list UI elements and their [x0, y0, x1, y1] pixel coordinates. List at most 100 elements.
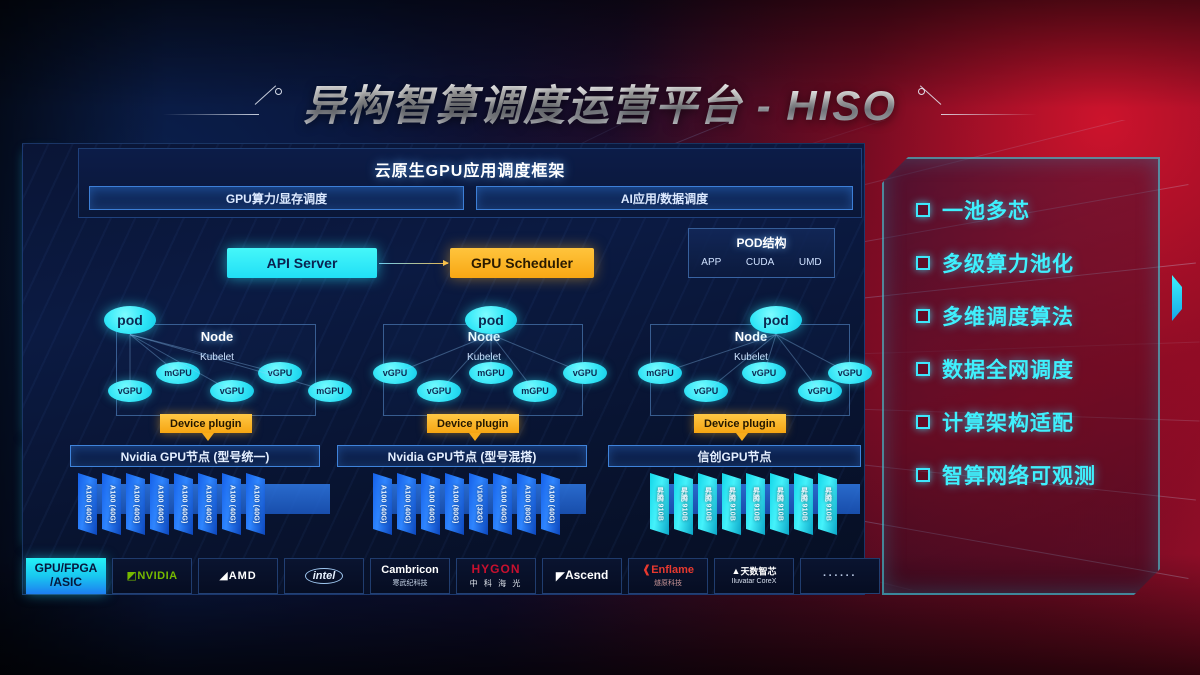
device-plugin-box[interactable]: Device plugin: [427, 414, 519, 433]
checkbox-square-icon[interactable]: [916, 362, 930, 376]
gpu-card[interactable]: A100 (40G): [397, 473, 416, 535]
vendor-logo-nvidia[interactable]: ◩ NVIDIA: [112, 558, 192, 594]
gpu-card[interactable]: A100 (40G): [78, 473, 97, 535]
gpu-card-label: 昇腾 910B: [728, 486, 736, 522]
gpu-card[interactable]: A100 (40G): [541, 473, 560, 535]
device-plugin-box[interactable]: Device plugin: [160, 414, 252, 433]
gpu-card-label: A100 (40G): [108, 484, 116, 524]
feature-item[interactable]: 多级算力池化: [916, 248, 1146, 278]
gpu-card-strip: A100 (40G) A100 (40G) A100 (40G) A100 (40G)…: [78, 473, 270, 535]
checkbox-square-icon[interactable]: [916, 415, 930, 429]
gpu-scheduler-box[interactable]: GPU Scheduler: [450, 248, 594, 278]
gpu-card[interactable]: 昇腾 910B: [650, 473, 669, 535]
mgpu-node[interactable]: mGPU: [156, 362, 200, 384]
mgpu-node[interactable]: mGPU: [638, 362, 682, 384]
pod-node[interactable]: pod: [750, 306, 802, 334]
vendor-logo--[interactable]: ······: [800, 558, 880, 594]
vgpu-node[interactable]: vGPU: [210, 380, 254, 402]
kubelet-label: Kubelet: [98, 352, 336, 363]
gpu-card[interactable]: A100 (40G): [126, 473, 145, 535]
vgpu-node[interactable]: vGPU: [563, 362, 607, 384]
checkbox-square-icon[interactable]: [916, 256, 930, 270]
mgpu-node[interactable]: mGPU: [308, 380, 352, 402]
gpu-card[interactable]: 昇腾 910B: [698, 473, 717, 535]
gpu-card[interactable]: A100 (40G): [102, 473, 121, 535]
gpu-card[interactable]: 昇腾 910B: [794, 473, 813, 535]
vendor-logo-cambricon[interactable]: Cambricon 寒武纪科技: [370, 558, 450, 594]
gpu-card[interactable]: 昇腾 910B: [770, 473, 789, 535]
vendor-subtitle: 中 科 海 光: [469, 578, 523, 588]
vendor-name: Ascend: [564, 568, 609, 583]
pod-structure-items: APP CUDA UMD: [689, 257, 834, 268]
vendor-mark-icon: ◩: [126, 569, 138, 582]
gpu-card[interactable]: 昇腾 910B: [722, 473, 741, 535]
vendor-logo-enflame[interactable]: ❰ Enflame 燧原科技: [628, 558, 708, 594]
pod-structure-item-umd: UMD: [798, 257, 822, 268]
node-label: Node: [734, 329, 768, 344]
framework-bar-ai[interactable]: AI应用/数据调度: [476, 186, 853, 210]
vendor-logo-ascend[interactable]: ◤ Ascend: [542, 558, 622, 594]
vgpu-node[interactable]: vGPU: [373, 362, 417, 384]
feature-item[interactable]: 智算网络可观测: [916, 460, 1146, 490]
gpu-card[interactable]: A100 (40G): [493, 473, 512, 535]
gpu-node-header[interactable]: Nvidia GPU节点 (型号混搭): [337, 445, 587, 467]
gpu-card[interactable]: 昇腾 910B: [818, 473, 837, 535]
gpu-node-header[interactable]: 信创GPU节点: [608, 445, 861, 467]
vendor-logo--[interactable]: ▲ 天数智芯 Iluvatar CoreX: [714, 558, 794, 594]
gpu-card[interactable]: A100 (40G): [174, 473, 193, 535]
gpu-card[interactable]: 昇腾 910B: [746, 473, 765, 535]
gpu-card[interactable]: A100 (40G): [373, 473, 392, 535]
feature-item[interactable]: 计算架构适配: [916, 407, 1146, 437]
gpu-card[interactable]: A100 (40G): [222, 473, 241, 535]
gpu-card-label: A100 (40G): [427, 484, 435, 524]
checkbox-square-icon[interactable]: [916, 309, 930, 323]
vendor-logo-hygon[interactable]: HYGON 中 科 海 光: [456, 558, 536, 594]
gpu-card[interactable]: A100 (40G): [246, 473, 265, 535]
feature-item[interactable]: 一池多芯: [916, 195, 1146, 225]
vendor-logo-intel[interactable]: intel: [284, 558, 364, 594]
vendor-name: 天数智芯: [740, 566, 777, 577]
gpu-card[interactable]: V100 (32G): [469, 473, 488, 535]
vendor-name: ······: [823, 569, 857, 582]
device-plugin-box[interactable]: Device plugin: [694, 414, 786, 433]
vgpu-node[interactable]: vGPU: [742, 362, 786, 384]
feature-label: 多级算力池化: [942, 253, 1074, 276]
gpu-card-label: A100 (40G): [204, 484, 212, 524]
vendor-logo-amd[interactable]: ◢ AMD: [198, 558, 278, 594]
gpu-node-header[interactable]: Nvidia GPU节点 (型号统一): [70, 445, 320, 467]
device-plugin-arrow: [469, 433, 481, 441]
node-connector: [490, 334, 492, 374]
gpu-card[interactable]: A100 (40G): [421, 473, 440, 535]
mgpu-node[interactable]: mGPU: [513, 380, 557, 402]
gpu-card[interactable]: 昇腾 910B: [674, 473, 693, 535]
gpu-card-label: A100 (40G): [403, 484, 411, 524]
vgpu-node[interactable]: vGPU: [798, 380, 842, 402]
gpu-card[interactable]: A100 (40G): [150, 473, 169, 535]
vendor-mark-icon: ◤: [555, 568, 565, 583]
vgpu-node[interactable]: vGPU: [828, 362, 872, 384]
framework-header-panel: 云原生GPU应用调度框架 GPU算力/显存调度 AI应用/数据调度: [78, 148, 862, 218]
pod-node[interactable]: pod: [104, 306, 156, 334]
title-decoration-left: [162, 80, 293, 126]
gpu-card[interactable]: A100 (80G): [517, 473, 536, 535]
checkbox-square-icon[interactable]: [916, 468, 930, 482]
gpu-card-label: A100 (40G): [84, 484, 92, 524]
gpu-card[interactable]: A100 (40G): [198, 473, 217, 535]
page-title-row: 异构智算调度运营平台 - HISO: [0, 72, 1200, 133]
feature-item[interactable]: 多维调度算法: [916, 301, 1146, 331]
vendor-subtitle: 寒武纪科技: [392, 579, 428, 587]
vgpu-node[interactable]: vGPU: [258, 362, 302, 384]
framework-bar-compute[interactable]: GPU算力/显存调度: [89, 186, 464, 210]
checkbox-square-icon[interactable]: [916, 203, 930, 217]
node-label: Node: [200, 329, 234, 344]
feature-item[interactable]: 数据全网调度: [916, 354, 1146, 384]
api-server-box[interactable]: API Server: [227, 248, 377, 278]
vgpu-node[interactable]: vGPU: [417, 380, 461, 402]
gpu-card[interactable]: A100 (80G): [445, 473, 464, 535]
vgpu-node[interactable]: vGPU: [684, 380, 728, 402]
mgpu-node[interactable]: mGPU: [469, 362, 513, 384]
kubelet-label: Kubelet: [467, 352, 501, 363]
vgpu-node[interactable]: vGPU: [108, 380, 152, 402]
gpu-card-label: V100 (32G): [475, 484, 483, 524]
pod-node[interactable]: pod: [465, 306, 517, 334]
